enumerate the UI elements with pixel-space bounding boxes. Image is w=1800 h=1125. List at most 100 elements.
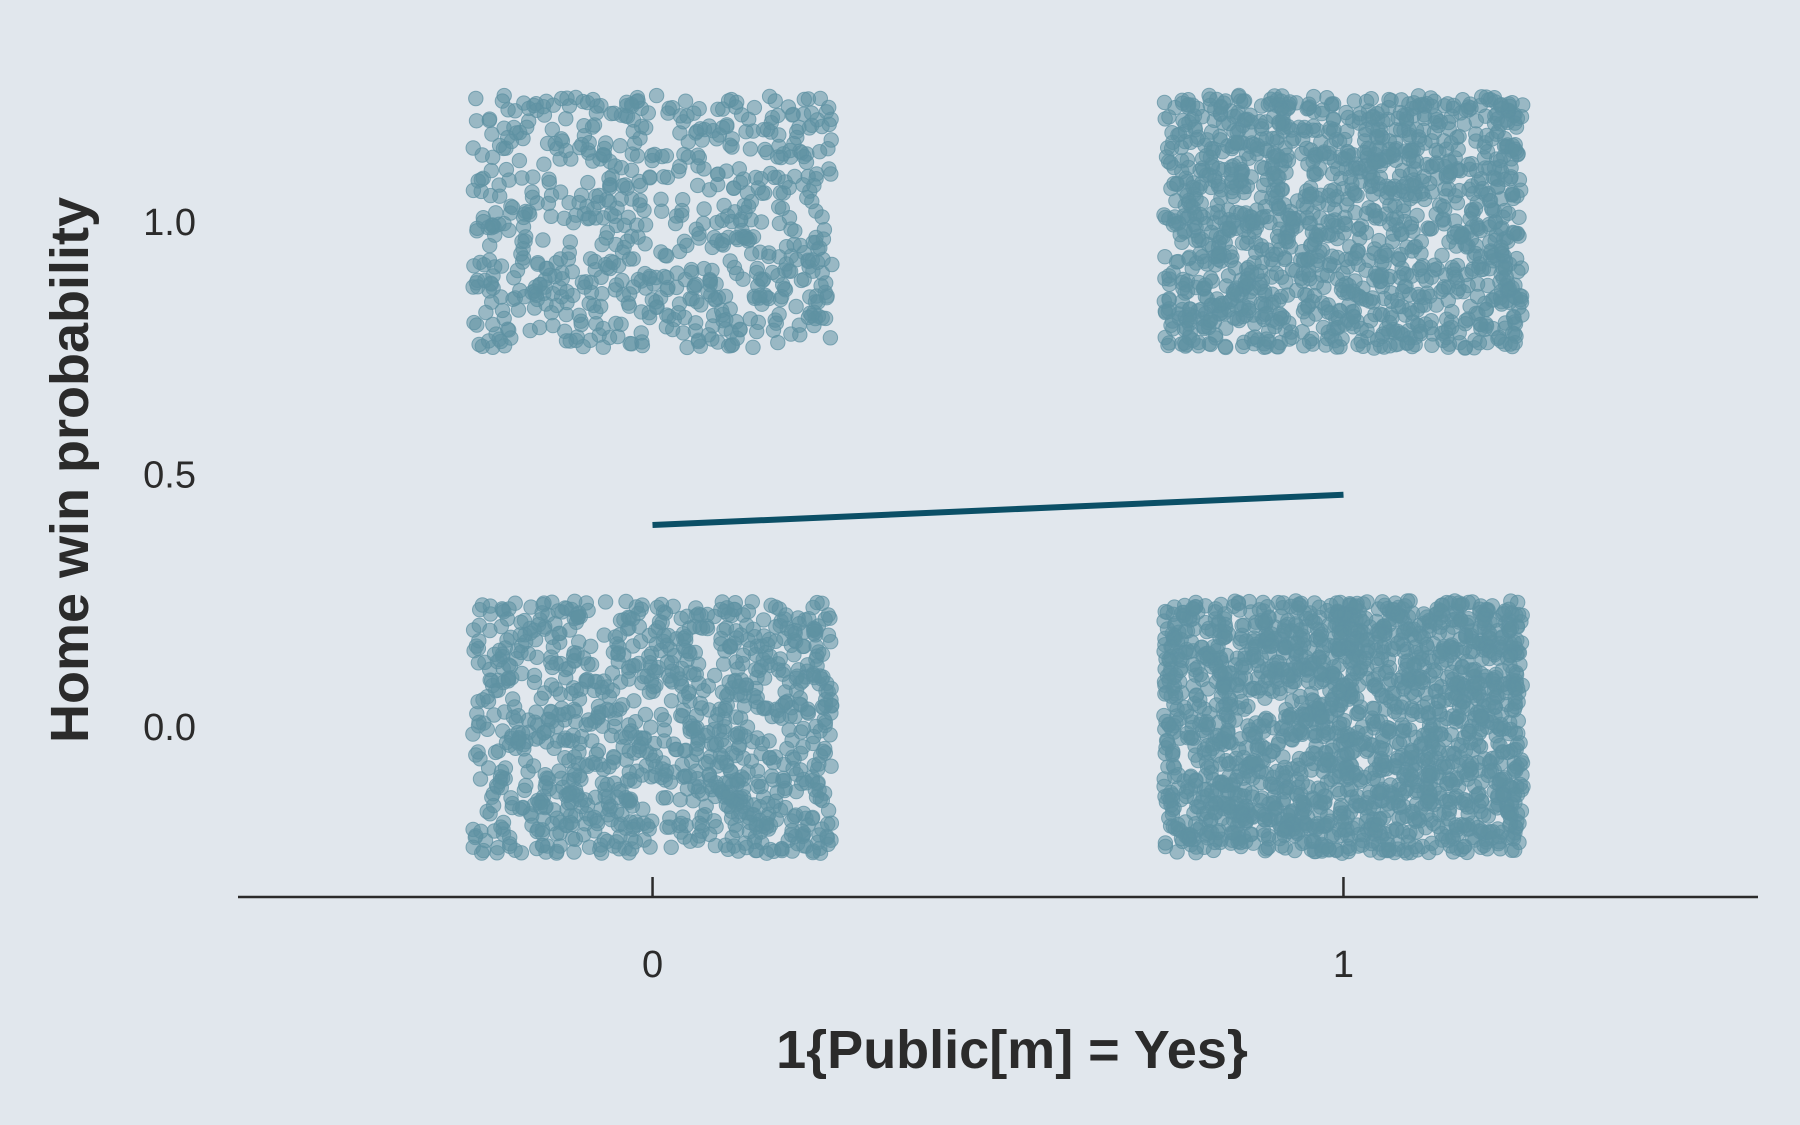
data-point: [535, 232, 551, 248]
data-point: [1285, 210, 1301, 227]
data-point: [505, 691, 521, 707]
data-point: [1417, 735, 1433, 751]
data-point: [788, 298, 804, 315]
data-point: [480, 219, 496, 236]
data-point: [618, 820, 634, 836]
data-point: [1427, 115, 1443, 131]
data-point: [679, 108, 695, 124]
data-point: [1254, 210, 1270, 226]
data-point: [1212, 834, 1228, 851]
data-point: [603, 206, 619, 222]
data-point: [662, 641, 678, 657]
data-point: [576, 279, 593, 295]
data-point: [573, 313, 589, 329]
data-point: [596, 627, 612, 643]
data-point: [784, 732, 800, 748]
data-point: [1371, 739, 1388, 756]
data-point: [1305, 153, 1321, 170]
data-point: [472, 254, 488, 271]
data-point: [510, 708, 527, 724]
data-point: [645, 752, 661, 768]
data-point: [545, 639, 562, 655]
data-point: [696, 201, 712, 217]
data-point: [1248, 652, 1265, 669]
data-point: [1423, 750, 1439, 766]
data-point: [495, 660, 511, 676]
data-point: [465, 279, 481, 295]
data-point: [1253, 774, 1269, 791]
data-point: [627, 834, 644, 850]
data-point: [1324, 828, 1340, 845]
data-point: [1404, 743, 1420, 760]
data-point: [659, 169, 676, 186]
data-point: [1232, 731, 1249, 747]
data-point: [1324, 213, 1340, 230]
data-point: [1303, 762, 1319, 778]
data-point: [558, 111, 574, 127]
data-point: [1370, 122, 1386, 139]
data-point: [1316, 279, 1332, 295]
data-point: [1293, 252, 1309, 268]
data-point: [809, 776, 826, 792]
data-point: [599, 191, 615, 208]
data-point: [1177, 335, 1193, 351]
data-point: [688, 276, 704, 292]
data-point: [1340, 191, 1356, 207]
data-point: [1274, 88, 1290, 104]
data-point: [1501, 281, 1518, 297]
data-point: [733, 107, 750, 123]
data-point: [1280, 807, 1296, 823]
data-point: [1393, 325, 1409, 342]
data-point: [616, 612, 632, 628]
data-point: [1491, 329, 1507, 345]
data-point: [1451, 708, 1467, 725]
data-point: [1350, 838, 1366, 854]
data-point: [1376, 339, 1392, 355]
data-point: [1493, 191, 1510, 207]
data-point: [486, 646, 503, 662]
data-point: [689, 294, 705, 310]
data-point: [654, 148, 670, 165]
data-point: [1162, 793, 1179, 809]
data-point: [1419, 793, 1436, 809]
data-point: [744, 594, 760, 610]
data-point: [540, 711, 556, 727]
data-point: [568, 332, 584, 349]
data-point: [1433, 717, 1449, 733]
data-point: [1217, 616, 1233, 633]
data-point: [597, 594, 614, 610]
data-point: [1199, 623, 1215, 640]
data-point: [784, 822, 800, 839]
data-point: [527, 714, 543, 730]
data-point: [1493, 239, 1509, 255]
data-point: [1481, 219, 1498, 235]
data-point: [1508, 119, 1525, 135]
data-point: [1493, 296, 1510, 312]
data-point: [1263, 626, 1280, 642]
data-point: [1167, 99, 1183, 116]
data-point: [1400, 828, 1417, 844]
data-point: [1163, 688, 1179, 704]
data-point: [629, 148, 646, 164]
data-point: [1495, 209, 1511, 225]
data-point: [465, 182, 482, 199]
data-point: [808, 203, 824, 219]
data-point: [607, 710, 623, 727]
data-point: [771, 138, 787, 155]
data-point: [1253, 189, 1270, 206]
data-point: [733, 211, 749, 228]
data-point: [637, 217, 654, 233]
data-point: [524, 184, 540, 200]
data-point: [669, 665, 685, 682]
data-point: [821, 99, 837, 116]
data-point: [1263, 269, 1280, 285]
data-point: [655, 790, 671, 806]
data-point: [621, 251, 638, 267]
data-point: [1170, 253, 1186, 270]
data-point: [1205, 205, 1221, 221]
data-point: [467, 829, 483, 846]
data-point: [559, 90, 575, 106]
data-point: [1502, 817, 1518, 833]
data-point: [1513, 260, 1530, 276]
